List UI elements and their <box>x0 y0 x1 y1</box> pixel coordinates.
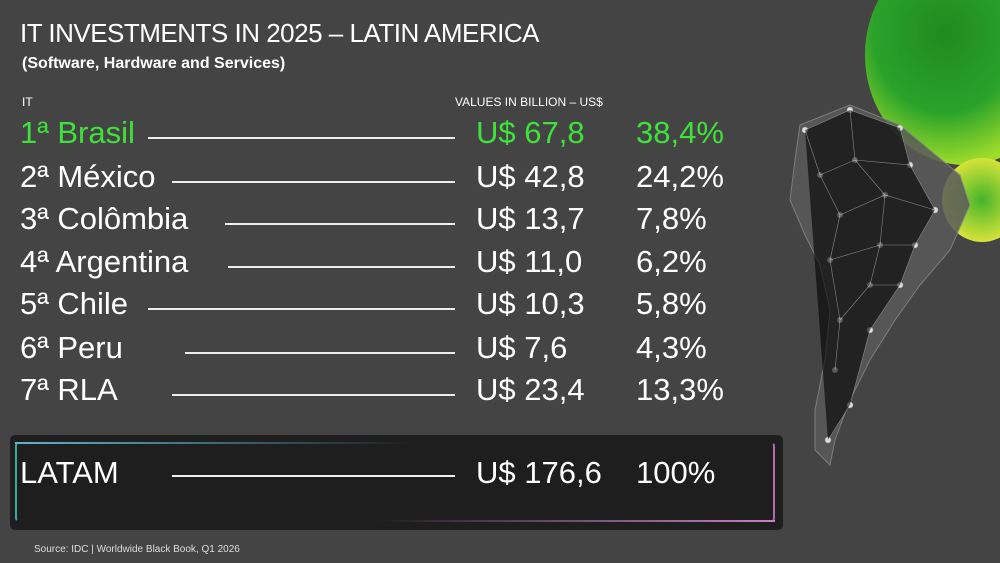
south-america-network-map <box>789 0 1000 467</box>
country-share: 5,8% <box>636 286 707 321</box>
country-name: 6ª Peru <box>20 330 123 365</box>
country-value: U$ 42,8 <box>476 159 585 194</box>
panel-frame <box>15 442 775 522</box>
country-share: 6,2% <box>636 244 707 279</box>
country-name: 4ª Argentina <box>20 244 189 279</box>
country-name: 1ª Brasil <box>20 115 135 150</box>
country-share: 38,4% <box>636 115 724 150</box>
ranking-row: 1ª Brasil U$ 67,8 38,4% <box>0 115 780 155</box>
total-name: LATAM <box>20 455 119 490</box>
leader-line <box>148 308 455 310</box>
country-name: 3ª Colômbia <box>20 201 189 236</box>
green-orb-large <box>865 0 1000 165</box>
frame-accent-bottom <box>375 520 775 522</box>
country-value: U$ 7,6 <box>476 330 568 365</box>
country-name: 7ª RLA <box>20 372 118 407</box>
country-share: 7,8% <box>636 201 707 236</box>
total-value: U$ 176,6 <box>476 455 602 490</box>
country-name: 5ª Chile <box>20 286 128 321</box>
country-share: 4,3% <box>636 330 707 365</box>
leader-line <box>225 223 455 225</box>
leader-line <box>172 394 455 396</box>
country-value: U$ 23,4 <box>476 372 585 407</box>
country-value: U$ 67,8 <box>476 115 585 150</box>
source-note: Source: IDC | Worldwide Black Book, Q1 2… <box>34 544 240 555</box>
column-label-it: IT <box>22 95 33 109</box>
leader-line <box>228 266 455 268</box>
ranking-row: 3ª Colômbia U$ 13,7 7,8% <box>0 201 780 241</box>
ranking-row: 7ª RLA U$ 23,4 13,3% <box>0 372 780 412</box>
country-share: 13,3% <box>636 372 724 407</box>
values-unit-label: VALUES IN BILLION – US$ <box>455 95 603 109</box>
leader-line <box>185 352 455 354</box>
leader-line <box>172 181 455 183</box>
frame-accent-top <box>15 442 415 444</box>
country-value: U$ 13,7 <box>476 201 585 236</box>
country-share: 24,2% <box>636 159 724 194</box>
country-name: 2ª México <box>20 159 156 194</box>
page-title: IT INVESTMENTS IN 2025 – LATIN AMERICA <box>20 18 539 48</box>
ranking-row: 5ª Chile U$ 10,3 5,8% <box>0 286 780 326</box>
leader-line <box>148 137 455 139</box>
total-share: 100% <box>636 455 716 490</box>
ranking-row: 6ª Peru U$ 7,6 4,3% <box>0 330 780 370</box>
latam-total-panel: LATAM U$ 176,6 100% <box>10 435 783 530</box>
ranking-row: 4ª Argentina U$ 11,0 6,2% <box>0 244 780 284</box>
page-subtitle: (Software, Hardware and Services) <box>22 55 286 72</box>
leader-line <box>172 475 455 477</box>
country-value: U$ 10,3 <box>476 286 585 321</box>
ranking-row: 2ª México U$ 42,8 24,2% <box>0 159 780 199</box>
country-value: U$ 11,0 <box>476 244 583 279</box>
total-row: LATAM U$ 176,6 100% <box>0 455 780 495</box>
